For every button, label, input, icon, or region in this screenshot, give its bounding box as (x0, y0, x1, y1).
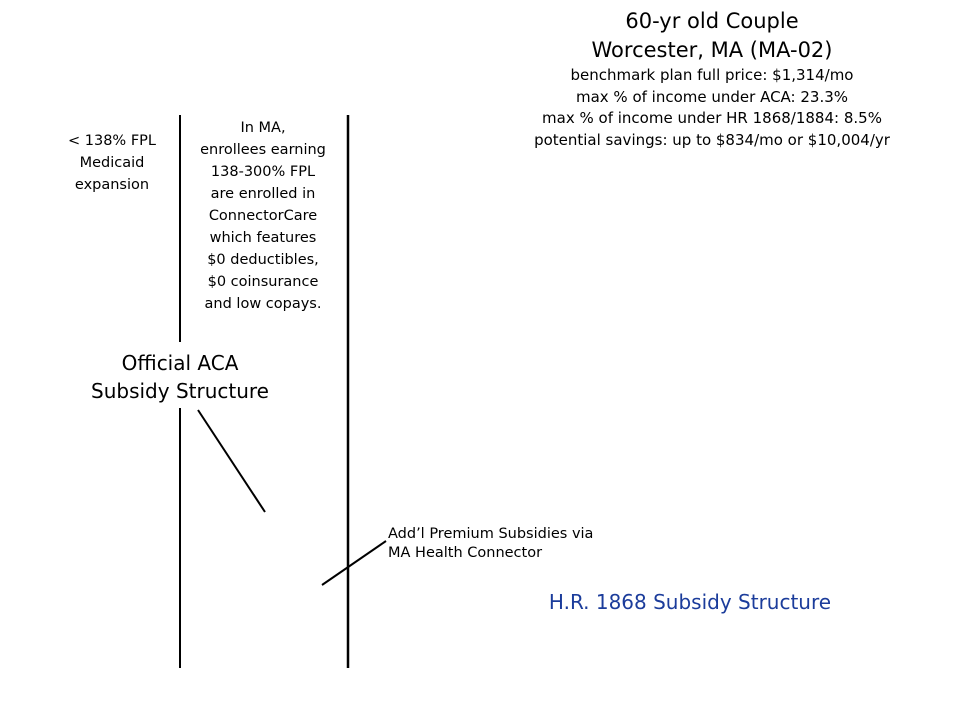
annotation-line: < 138% FPL (68, 133, 156, 149)
callout-line (321, 540, 387, 586)
note-line: max % of income under ACA: 23.3% (575, 87, 849, 106)
series-label: Official ACA Subsidy Structure (91, 351, 269, 403)
series-label: H.R. 1868 Subsidy Structure (548, 590, 832, 614)
annotation-line: Medicaid (79, 155, 145, 171)
annotation-line: which features (209, 230, 317, 246)
note-line: potential savings: up to $834/mo or $10,… (534, 130, 890, 149)
annotation-line: In MA, (240, 120, 286, 136)
note-line: max % of income under HR 1868/1884: 8.5% (542, 109, 882, 127)
chart-subtitle: Worcester, MA (MA-02) (591, 38, 833, 62)
note-line: benchmark plan full price: $1,314/mo (570, 66, 854, 84)
callout-line (197, 409, 266, 513)
annotation-line: $0 coinsurance (207, 274, 319, 290)
annotation-line: and low copays. (204, 296, 322, 312)
annotation-line: ConnectorCare (208, 208, 318, 224)
chart-title: 60-yr old Couple (625, 9, 799, 33)
annotation-line: expansion (74, 177, 150, 193)
annotation-line: $0 deductibles, (207, 252, 319, 268)
annotation-line: 138-300% FPL (210, 164, 316, 180)
annotation-line: are enrolled in (210, 186, 316, 202)
series-label: Add’l Premium Subsidies via MA Health Co… (388, 526, 594, 561)
annotation-line: enrollees earning (200, 142, 326, 158)
decoration-layer (179, 115, 387, 668)
